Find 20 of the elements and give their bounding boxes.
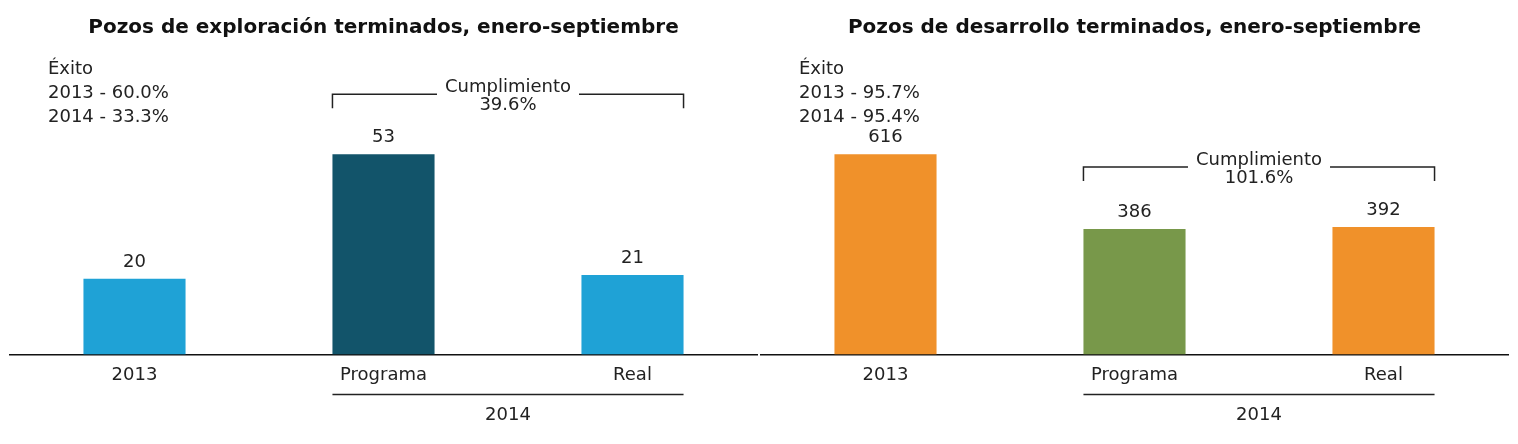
data-label: 392 — [1366, 197, 1401, 219]
text: Éxito 2013 - 60.0% 2014 - 33.3% — [48, 56, 169, 126]
chart-title: Pozos de exploración terminados, enero-septiembre — [88, 14, 679, 39]
x-tick-label: Programa — [1091, 362, 1178, 384]
x-tick-label: Real — [1364, 362, 1403, 384]
data-label: 21 — [621, 245, 644, 267]
text: Cumplimiento 39.6% — [444, 74, 572, 114]
text: 2014 — [1236, 403, 1282, 425]
text: 2014 — [485, 403, 531, 425]
x-tick-label: Programa — [340, 362, 427, 384]
x-tick-label: 2013 — [862, 362, 909, 384]
x-tick-label: Real — [613, 362, 652, 384]
chart-title: Pozos de desarrollo terminados, enero-septiembre — [847, 14, 1422, 39]
annotation: Cumplimiento 101.6% — [1195, 147, 1323, 187]
text: Éxito 2013 - 95.7% 2014 - 95.4% — [799, 56, 920, 126]
data-label: 386 — [1117, 199, 1152, 221]
data-label: 616 — [868, 124, 903, 146]
data-label: 53 — [372, 124, 395, 146]
x-tick-label: 2013 — [111, 362, 158, 384]
data-label: 20 — [123, 249, 146, 271]
